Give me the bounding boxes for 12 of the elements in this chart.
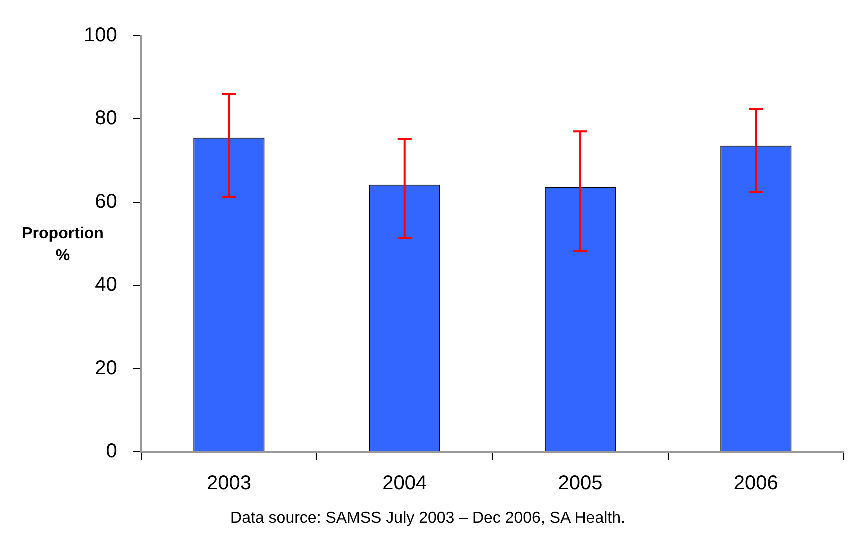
x-tick-label: 2005 bbox=[558, 472, 603, 495]
x-tick-label: 2006 bbox=[734, 472, 778, 495]
y-tick-label: 20 bbox=[95, 357, 118, 380]
x-tick-label: 2004 bbox=[382, 472, 428, 495]
y-tick-label: 60 bbox=[95, 190, 118, 213]
source-note: Data source: SAMSS July 2003 – Dec 2006, SA Health. bbox=[230, 510, 626, 528]
x-tick-label: 2003 bbox=[206, 472, 252, 495]
y-axis-title: Proportion % bbox=[22, 225, 104, 264]
y-tick-label: 40 bbox=[95, 274, 118, 296]
y-tick-label: 80 bbox=[95, 108, 118, 130]
y-tick-label: 100 bbox=[84, 24, 118, 47]
y-tick-label: 0 bbox=[106, 440, 118, 463]
